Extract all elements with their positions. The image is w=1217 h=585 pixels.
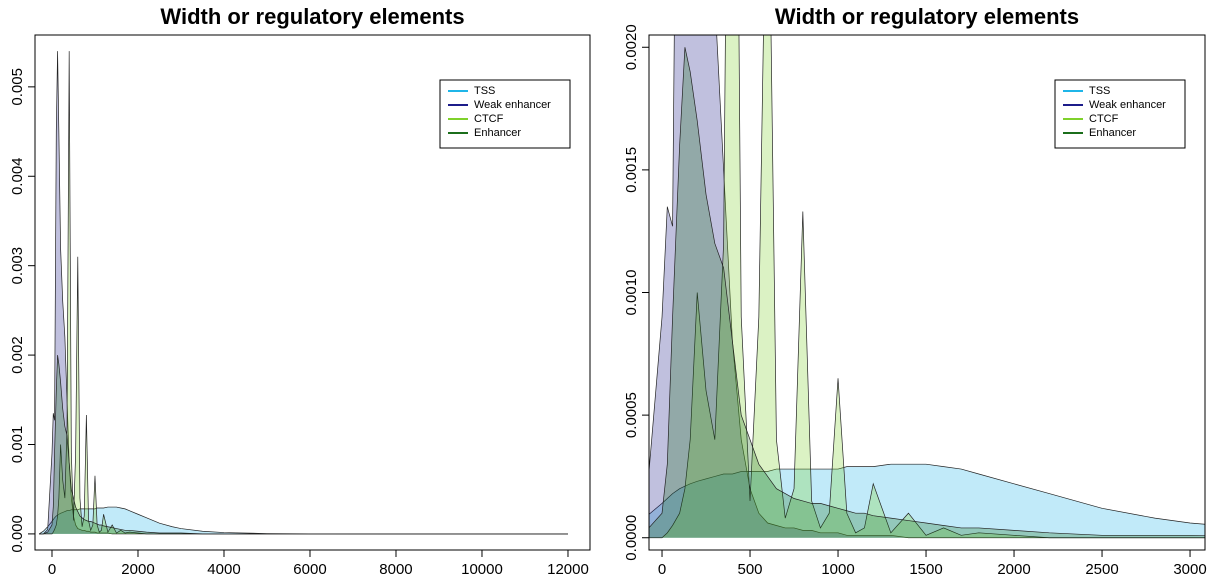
legend-label: Enhancer [474, 127, 521, 139]
legend-label: Enhancer [1089, 127, 1136, 139]
y-tick-label: 0.0005 [623, 392, 640, 438]
legend: TSS Weak enhancer CTCF Enhancer [1054, 79, 1186, 149]
x-tick-label: 1000 [821, 561, 854, 578]
legend: TSS Weak enhancer CTCF Enhancer [439, 79, 571, 149]
density-fill [39, 355, 568, 534]
chart-title: Width or regulatory elements [160, 4, 464, 29]
legend-label: CTCF [1089, 113, 1119, 125]
chart-title: Width or regulatory elements [775, 4, 1079, 29]
x-tick-label: 4000 [207, 561, 240, 578]
x-tick-label: 10000 [461, 561, 503, 578]
density-line [38, 506, 568, 535]
density-fill [649, 47, 1205, 538]
y-tick-label: 0.0015 [623, 147, 640, 193]
x-tick-label: 2500 [1085, 561, 1118, 578]
legend-label: TSS [1089, 85, 1110, 97]
x-tick-label: 3000 [1173, 561, 1206, 578]
x-tick-label: 12000 [547, 561, 589, 578]
y-tick-label: 0.005 [9, 68, 26, 106]
density-line [649, 35, 1205, 539]
x-tick-label: 1500 [909, 561, 942, 578]
y-tick-label: 0.0000 [623, 515, 640, 561]
x-tick-label: 2000 [121, 561, 154, 578]
y-tick-label: 0.001 [9, 426, 26, 464]
density-fill [649, 35, 1205, 538]
density-line [39, 355, 568, 535]
legend-label: TSS [474, 85, 495, 97]
x-tick-label: 500 [738, 561, 763, 578]
density-fill [39, 507, 568, 534]
x-tick-label: 0 [658, 561, 666, 578]
x-tick-label: 8000 [379, 561, 412, 578]
density-line [39, 51, 568, 535]
y-tick-label: 0.000 [9, 515, 26, 553]
legend-label: Weak enhancer [1089, 99, 1166, 111]
legend-label: CTCF [474, 113, 504, 125]
legend-label: Weak enhancer [474, 99, 551, 111]
x-tick-label: 0 [48, 561, 56, 578]
plot-area [38, 51, 568, 535]
density-fill [649, 35, 1205, 538]
x-tick-label: 6000 [293, 561, 326, 578]
y-tick-label: 0.0010 [623, 270, 640, 316]
chart-panel: Width or regulatory elements 0.000 0.001 0.… [9, 4, 591, 578]
density-line [649, 463, 1205, 525]
y-tick-label: 0.0020 [623, 24, 640, 70]
y-tick-label: 0.002 [9, 336, 26, 374]
y-tick-label: 0.004 [9, 157, 26, 195]
chart-panel: Width or regulatory elements 0.0000 0.0005… [623, 4, 1207, 578]
plot-area [649, 35, 1205, 539]
density-line [649, 47, 1205, 537]
y-tick-label: 0.003 [9, 247, 26, 285]
plot-frame [34, 34, 591, 551]
density-fill [649, 464, 1205, 538]
x-tick-label: 2000 [997, 561, 1030, 578]
